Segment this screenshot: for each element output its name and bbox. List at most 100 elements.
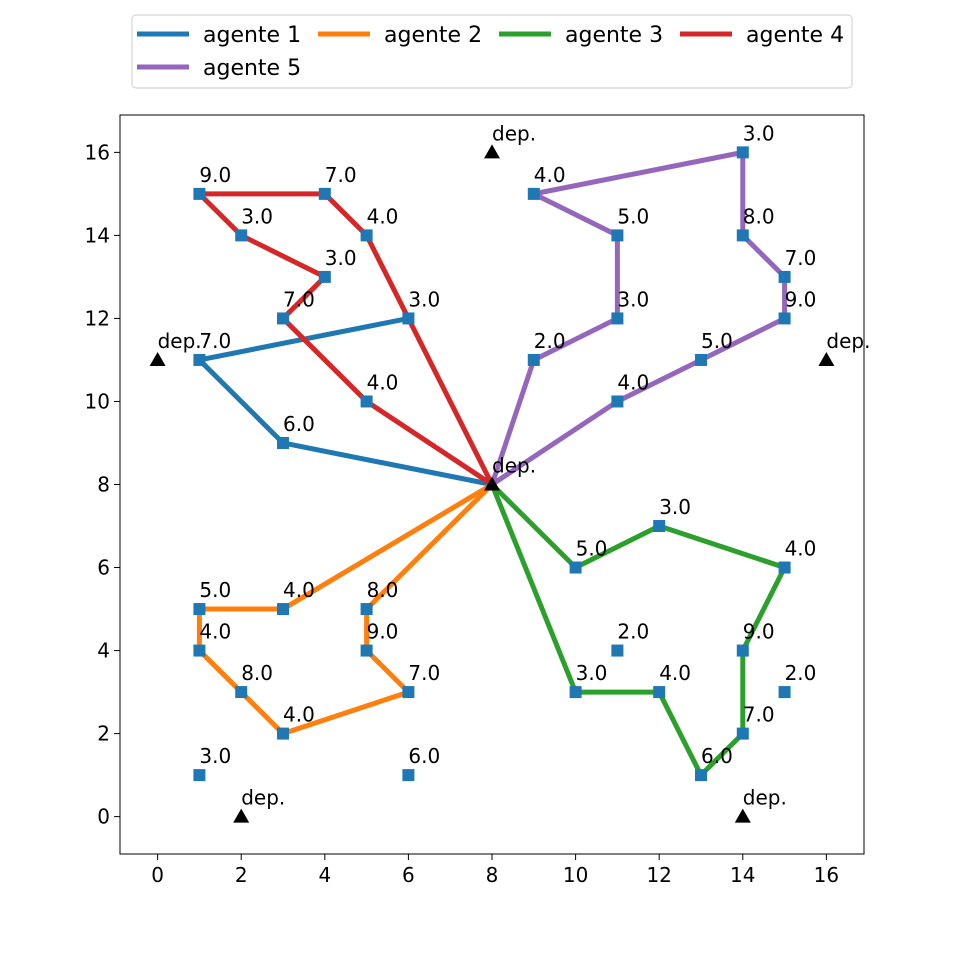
customer-demand-label: 9.0 [199,163,231,187]
y-tick-label: 16 [85,140,110,164]
customer-marker [277,436,290,449]
customer-marker [611,395,624,408]
customer-demand-label: 3.0 [325,246,357,270]
depot-label: dep. [826,329,870,353]
legend: agente 1 agente 2 agente 3 agente 4 agente 5 [131,14,853,89]
customer-demand-label: 9.0 [367,620,399,644]
y-tick-label: 4 [97,639,110,663]
customer-marker [193,353,206,366]
customer-demand-label: 4.0 [534,163,566,187]
y-tick-label: 14 [85,223,110,247]
customer-demand-label: 8.0 [743,204,775,228]
customer-demand-label: 2.0 [617,620,649,644]
customer-marker [318,270,331,283]
route-line-agente-3 [489,482,788,778]
customer-demand-label: 6.0 [701,744,733,768]
customer-demand-label: 3.0 [743,121,775,145]
route-line-agente-4 [196,191,495,487]
customer-marker [736,644,749,657]
customer-marker [277,727,290,740]
customer-demand-label: 3.0 [408,287,440,311]
customer-marker [360,603,373,616]
customer-marker [611,644,624,657]
depot-label: dep. [241,786,285,810]
customer-demand-label: 4.0 [367,370,399,394]
customer-demand-label: 7.0 [199,329,231,353]
customer-demand-label: 5.0 [617,204,649,228]
customer-marker [527,353,540,366]
customer-demand-label: 7.0 [785,246,817,270]
legend-label-agente-1: agente 1 [203,23,301,48]
depot-marker [818,351,835,366]
x-tick-label: 0 [151,863,164,887]
x-tick-label: 10 [563,863,588,887]
customer-marker [778,270,791,283]
x-tick-label: 8 [486,863,499,887]
legend-box [131,14,853,89]
legend-label-agente-3: agente 3 [565,23,663,48]
legend-label-agente-4: agente 4 [746,23,844,48]
customer-marker [193,769,206,782]
depot-label: dep. [743,786,787,810]
customer-marker [569,561,582,574]
customer-demand-label: 8.0 [367,578,399,602]
depot-label: dep. [492,454,536,478]
customer-demand-label: 4.0 [785,537,817,561]
x-tick-label: 4 [318,863,331,887]
customer-demand-label: 6.0 [408,744,440,768]
depot-marker [734,808,751,823]
customer-demand-label: 3.0 [576,661,608,685]
customer-marker [527,187,540,200]
plot-area: 0 2 4 6 8 10 12 14 16 0 2 4 6 8 10 12 14 16 9.0 7.0 3.0 4.0 3.… [85,114,870,887]
customer-marker [402,312,415,325]
customer-marker [736,229,749,242]
customer-marker [402,769,415,782]
customer-demand-label: 5.0 [701,329,733,353]
y-tick-label: 8 [97,473,110,497]
customer-marker [360,644,373,657]
customer-marker [402,686,415,699]
depot-marker [149,351,166,366]
customer-demand-label: 2.0 [785,661,817,685]
legend-label-agente-5: agente 5 [203,56,301,81]
customer-marker [193,187,206,200]
customer-marker [360,395,373,408]
customer-demand-label: 4.0 [617,370,649,394]
route-line-agente-5 [489,149,788,487]
customer-marker [611,312,624,325]
y-tick-label: 6 [97,556,110,580]
customer-demand-label: 4.0 [283,578,315,602]
customer-demand-label: 4.0 [283,703,315,727]
x-tick-label: 16 [814,863,839,887]
customer-demand-label: 3.0 [659,495,691,519]
customer-demand-label: 9.0 [785,287,817,311]
y-tick-label: 10 [85,389,110,413]
customer-marker [569,686,582,699]
customer-demand-label: 7.0 [408,661,440,685]
customer-demand-label: 5.0 [199,578,231,602]
customer-demand-label: 4.0 [199,620,231,644]
depot-marker [484,476,500,491]
customer-marker [235,229,248,242]
customer-marker [736,727,749,740]
customer-marker [360,229,373,242]
customer-demand-label: 3.0 [617,287,649,311]
customer-marker [736,146,749,159]
customer-marker [235,686,248,699]
customer-demand-label: 7.0 [283,287,315,311]
depot-marker [484,144,500,159]
customer-marker [778,312,791,325]
x-tick-label: 2 [235,863,248,887]
customer-marker [193,644,206,657]
customer-marker [778,686,791,699]
depot-marker [233,808,250,823]
customer-marker [694,353,707,366]
customer-demand-label: 3.0 [241,204,273,228]
customer-marker [611,229,624,242]
x-tick-label: 12 [646,863,671,887]
route-line-agente-2 [196,482,494,737]
customer-demand-label: 9.0 [743,620,775,644]
customer-marker [318,187,331,200]
customer-marker [277,603,290,616]
